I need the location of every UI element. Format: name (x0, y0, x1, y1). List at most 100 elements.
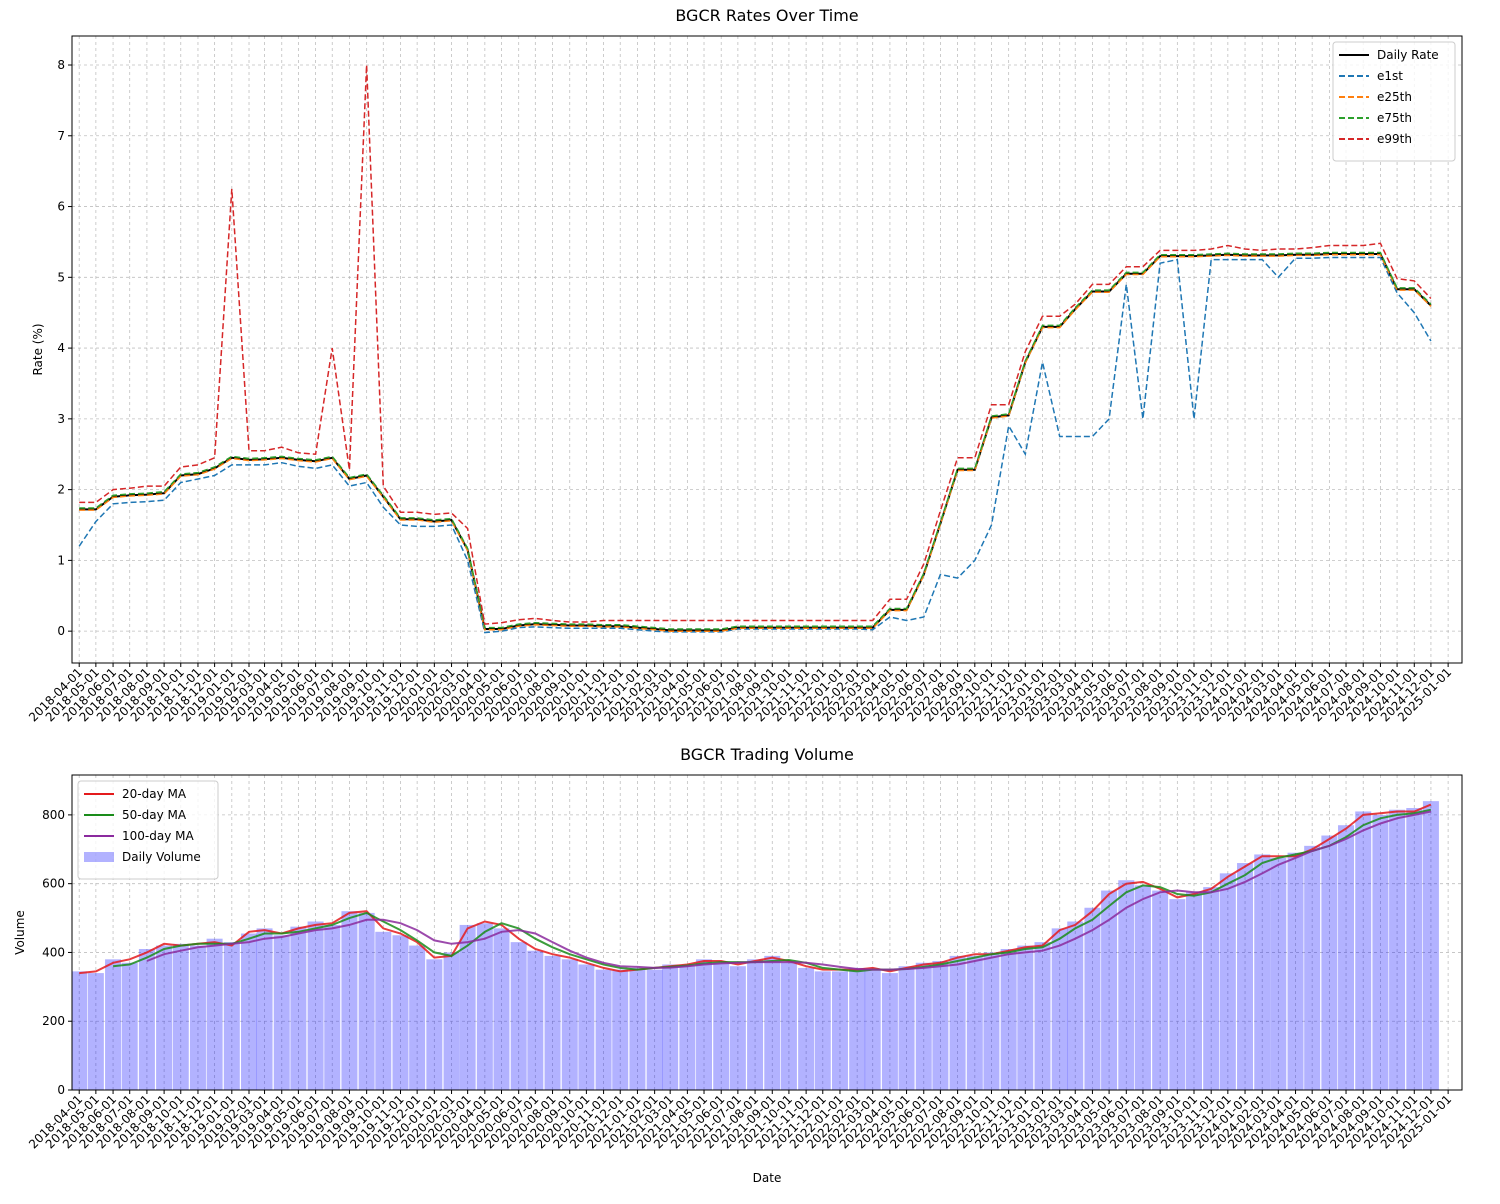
legend-label: 100-day MA (122, 829, 194, 843)
bar (696, 959, 713, 1090)
y-tick-label: 3 (57, 412, 65, 426)
bar (1084, 907, 1101, 1090)
bar (966, 955, 983, 1090)
bar (1101, 890, 1118, 1090)
bar (189, 945, 206, 1090)
bar (679, 966, 696, 1090)
bar (1169, 899, 1186, 1090)
y-tick-label: 1 (57, 553, 65, 567)
bar (1254, 854, 1271, 1090)
axes-frame (71, 774, 1463, 1091)
bar (662, 964, 679, 1090)
plot-area (72, 801, 1439, 1090)
bar (1338, 825, 1355, 1090)
bar (831, 971, 848, 1090)
y-tick-label: 800 (42, 808, 65, 822)
bar (1152, 890, 1169, 1090)
legend-label: e99th (1377, 132, 1412, 146)
plot-area (78, 64, 1432, 634)
bar (493, 928, 510, 1090)
bar (949, 955, 966, 1090)
bar (156, 945, 173, 1090)
bar (713, 962, 730, 1090)
bar (780, 962, 797, 1090)
y-tick-label: 4 (57, 341, 65, 355)
bar (1000, 949, 1017, 1090)
legend-label: e75th (1377, 111, 1412, 125)
bar (849, 967, 866, 1090)
bar (409, 945, 426, 1090)
bar (527, 950, 544, 1090)
bar (1185, 892, 1202, 1090)
bar (307, 921, 324, 1090)
bar (764, 955, 781, 1090)
y-tick-label: 7 (57, 129, 65, 143)
y-tick-label: 6 (57, 200, 65, 214)
bar (932, 961, 949, 1090)
y-tick-label: 400 (42, 945, 65, 959)
chart-title: BGCR Trading Volume (680, 745, 854, 764)
series-line (79, 253, 1432, 632)
bar (1017, 945, 1034, 1090)
bar (729, 966, 746, 1090)
bar (595, 969, 612, 1090)
bar (72, 971, 88, 1090)
y-tick-label: 8 (57, 58, 65, 72)
bar (273, 935, 290, 1090)
bar (341, 911, 358, 1090)
bar (1203, 887, 1220, 1090)
legend-label: Daily Volume (122, 850, 201, 864)
bar (747, 959, 764, 1090)
bar (1219, 873, 1236, 1090)
legend-label: e25th (1377, 90, 1412, 104)
bar (1372, 814, 1389, 1090)
bar (241, 933, 258, 1090)
y-tick-label: 5 (57, 270, 65, 284)
bar (881, 973, 898, 1090)
bar (87, 973, 104, 1090)
bar (324, 924, 341, 1090)
bar (898, 966, 915, 1090)
bar (1321, 835, 1338, 1090)
bar (392, 935, 409, 1090)
bar (578, 964, 595, 1090)
bar (1034, 942, 1051, 1090)
bar (646, 969, 663, 1090)
bar (172, 943, 189, 1090)
series-line (79, 803, 1432, 975)
bar (1237, 863, 1254, 1090)
series-line (79, 64, 1432, 625)
bar (476, 923, 493, 1090)
bar (1422, 801, 1439, 1090)
bar (1406, 808, 1423, 1090)
bar (1287, 852, 1304, 1090)
bar (1067, 921, 1084, 1090)
bar (798, 967, 815, 1090)
y-tick-label: 200 (42, 1014, 65, 1028)
y-tick-label: 0 (57, 624, 65, 638)
legend-label: Daily Rate (1377, 48, 1439, 62)
legend-swatch (84, 852, 114, 862)
series-line (78, 256, 1432, 634)
bar (443, 952, 460, 1090)
bar (915, 962, 932, 1090)
bar (121, 962, 138, 1090)
bar (1270, 857, 1287, 1090)
legend-box (1332, 41, 1456, 162)
legend-box (77, 780, 219, 880)
bar (358, 912, 375, 1090)
bar (290, 926, 307, 1090)
bar (561, 959, 578, 1090)
bar (864, 969, 881, 1090)
bar (223, 942, 240, 1090)
bar (1051, 928, 1068, 1090)
bar (138, 949, 155, 1090)
axes-frame (71, 35, 1463, 664)
bar (612, 969, 629, 1090)
chart-title: BGCR Rates Over Time (675, 6, 858, 25)
legend-label: 20-day MA (122, 787, 187, 801)
bar (105, 959, 122, 1090)
bar (1389, 809, 1406, 1090)
y-tick-label: 600 (42, 877, 65, 891)
